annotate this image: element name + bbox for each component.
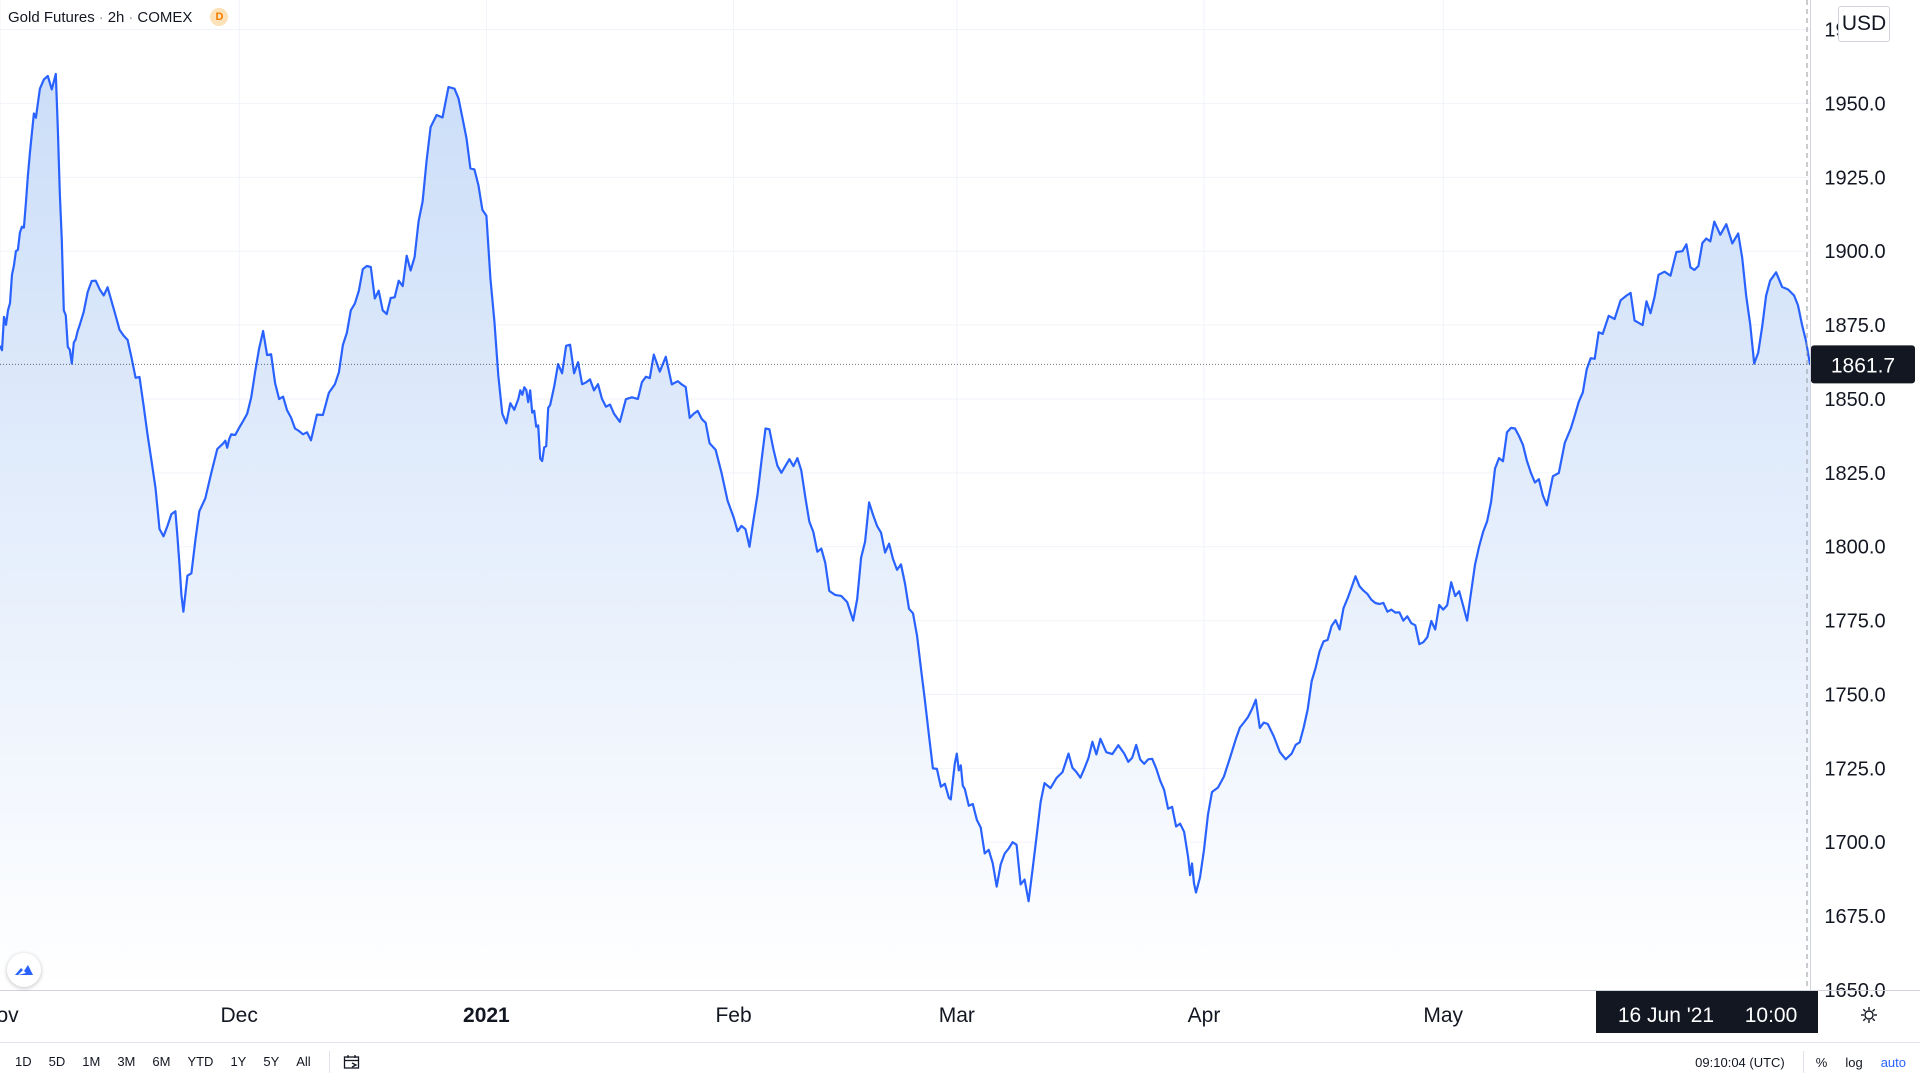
y-tick-label: 1775.0 <box>1824 611 1885 633</box>
y-tick-label: 1950.0 <box>1824 93 1885 115</box>
percent-scale-toggle[interactable]: % <box>1815 1054 1828 1070</box>
range-3m-button[interactable]: 3M <box>117 1054 136 1069</box>
axis-layer: 1650.01675.01700.01725.01750.01775.01800… <box>0 0 1920 1027</box>
x-tick-label: 2021 <box>463 1004 510 1027</box>
series-layer <box>0 72 1812 903</box>
auto-scale-toggle[interactable]: auto <box>1880 1054 1906 1070</box>
y-tick-label: 1825.0 <box>1824 463 1885 485</box>
legend-separator: · <box>98 8 104 26</box>
y-tick-label: 1875.0 <box>1824 315 1885 337</box>
toolbar-divider <box>328 1051 330 1073</box>
x-tick-label: Feb <box>715 1004 751 1027</box>
range-5d-button[interactable]: 5D <box>48 1054 66 1069</box>
legend-symbol: Gold Futures <box>8 8 95 26</box>
range-1y-button[interactable]: 1Y <box>230 1054 247 1069</box>
y-tick-label: 1750.0 <box>1824 684 1885 706</box>
y-tick-label: 1800.0 <box>1824 537 1885 559</box>
tradingview-logo-icon[interactable] <box>7 953 41 987</box>
range-5y-button[interactable]: 5Y <box>263 1054 280 1069</box>
x-tick-label: Mar <box>939 1004 975 1027</box>
last-price-label-bg <box>1811 345 1915 384</box>
x-tick-label: Apr <box>1188 1004 1221 1027</box>
crosshair-time-label: 10:00 <box>1745 1004 1798 1027</box>
crosshair-time-label-bg <box>1596 991 1818 1033</box>
chart-legend: Gold Futures · 2h · COMEX D <box>8 8 229 26</box>
area-fill-layer <box>0 73 1810 990</box>
legend-exchange: COMEX <box>137 8 193 26</box>
overlay-layer: 1861.7 16 Jun '21 10:00 <box>0 0 1915 1033</box>
toolbar-right: 09:10:04 (UTC) % log auto <box>1695 1043 1910 1081</box>
bottom-toolbar: 1D 5D 1M 3M 6M YTD 1Y 5Y All 09:10:04 (U… <box>0 1042 1920 1081</box>
crosshair-date-label: 16 Jun '21 <box>1618 1004 1714 1027</box>
range-selector: 1D 5D 1M 3M 6M YTD 1Y 5Y All <box>6 1043 364 1081</box>
last-price-label: 1861.7 <box>1831 354 1895 377</box>
x-tick-label: Nov <box>0 1004 19 1027</box>
log-scale-toggle[interactable]: log <box>1845 1054 1863 1070</box>
delayed-badge[interactable]: D <box>210 8 229 26</box>
y-tick-label: 1900.0 <box>1824 241 1885 263</box>
range-1m-button[interactable]: 1M <box>82 1054 101 1069</box>
chart-settings-icon[interactable] <box>1858 1004 1880 1026</box>
range-1d-button[interactable]: 1D <box>15 1054 32 1069</box>
y-tick-label: 1725.0 <box>1824 758 1885 780</box>
range-ytd-button[interactable]: YTD <box>187 1054 214 1069</box>
range-all-button[interactable]: All <box>296 1054 311 1069</box>
y-tick-label: 1700.0 <box>1824 832 1885 854</box>
legend-interval: 2h <box>107 8 125 26</box>
price-area-fill <box>0 73 1810 990</box>
x-tick-label: Dec <box>221 1004 258 1027</box>
x-tick-label: May <box>1423 1004 1463 1027</box>
y-tick-label: 1925.0 <box>1824 167 1885 189</box>
utc-clock[interactable]: 09:10:04 (UTC) <box>1695 1054 1785 1070</box>
toolbar-divider <box>1802 1051 1804 1073</box>
y-tick-label: 1850.0 <box>1824 389 1885 411</box>
price-line <box>0 72 1812 903</box>
range-6m-button[interactable]: 6M <box>152 1054 171 1069</box>
go-to-date-icon[interactable] <box>340 1050 364 1074</box>
currency-button[interactable]: USD <box>1838 6 1890 42</box>
legend-separator: · <box>128 8 134 26</box>
mountain-icon <box>15 965 33 975</box>
y-tick-label: 1675.0 <box>1824 906 1885 928</box>
